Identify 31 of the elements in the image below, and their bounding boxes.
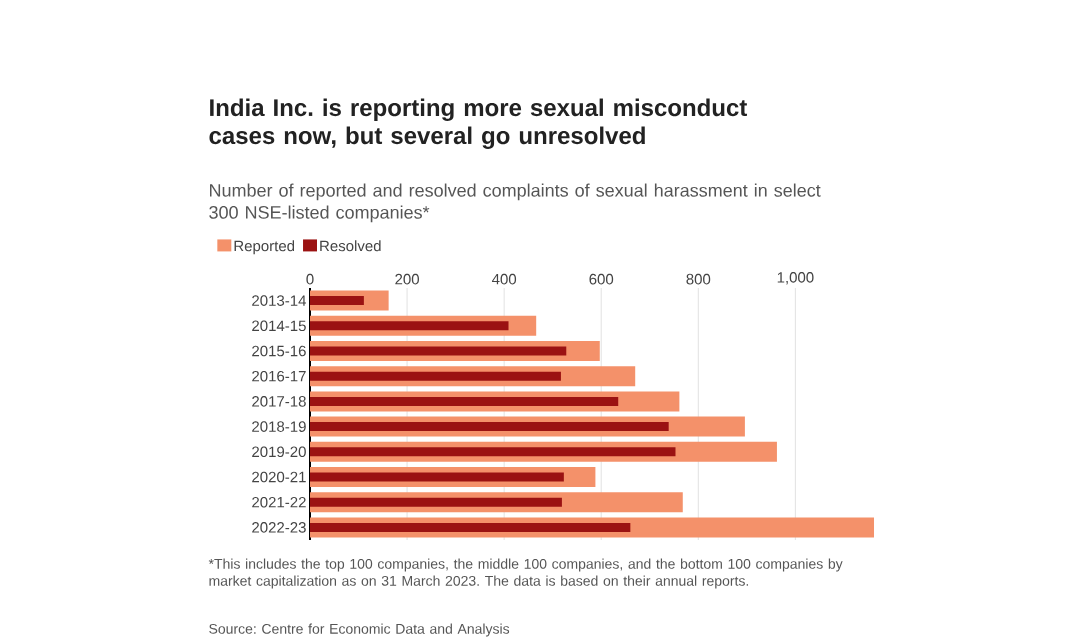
bar: [310, 296, 364, 306]
bar: [310, 522, 631, 532]
y-tick-label: 2018-19: [252, 421, 306, 432]
bar: [310, 321, 509, 331]
bar: [310, 447, 676, 457]
x-tick-label: 200: [395, 273, 419, 285]
x-tick-label: 0: [306, 273, 314, 285]
source-note: Source: Centre for Economic Data and Analysis: [209, 623, 510, 637]
y-tick-label: 2021-22: [252, 496, 306, 508]
y-tick-label: 2020-21: [252, 471, 306, 483]
y-tick-label: 2022-23: [252, 522, 306, 533]
bar: [310, 497, 562, 507]
x-tick-label: 1,000: [777, 272, 814, 285]
y-tick-label: 2015-16: [252, 345, 306, 357]
x-tick-label: 600: [589, 273, 614, 285]
legend-label: Resolved: [320, 240, 381, 252]
y-tick-label: 2019-20: [252, 446, 306, 458]
y-tick-label: 2013-14: [252, 295, 307, 306]
x-tick-label: 400: [491, 273, 517, 285]
legend-label: Reported: [234, 240, 295, 255]
text: *This includes the top 100 companies, the middle 100 companies, and the bottom 100 companies by market capitalization as on 31 March 2023. The data is based on their annual reports.: [208, 558, 843, 589]
bar: [310, 472, 564, 482]
x-tick-label: 800: [686, 273, 711, 285]
bar: [310, 422, 669, 432]
y-tick-label: 2017-18: [252, 396, 306, 407]
bar: [310, 396, 619, 406]
y-tick-label: 2016-17: [252, 370, 306, 382]
y-tick-label: 2014-15: [252, 320, 306, 332]
chart-title: India Inc. is reporting more sexual misconduct cases now, but several go unresolved: [209, 98, 748, 149]
chart-subtitle: Number of reported and resolved complaints of sexual harassment in select 300 NSE-listed companies*: [209, 183, 821, 223]
bar: [310, 371, 561, 381]
